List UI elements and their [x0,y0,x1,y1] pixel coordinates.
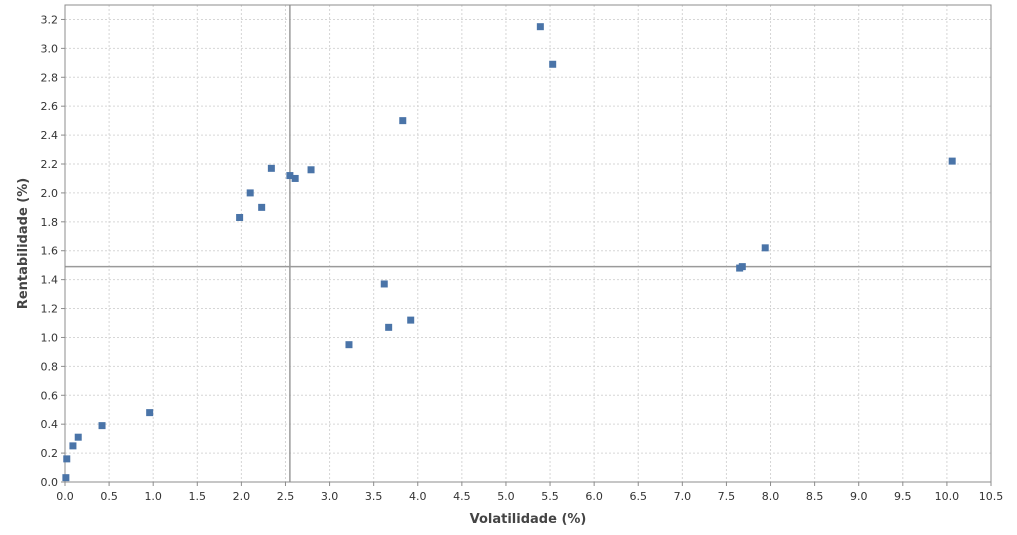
y-tick-label: 1.8 [41,216,59,229]
y-tick-label: 0.4 [41,418,59,431]
y-tick-label: 0.2 [41,447,59,460]
data-point [307,166,315,174]
y-tick-label: 2.0 [41,187,59,200]
y-tick-label: 2.6 [41,100,59,113]
data-point [62,474,70,482]
data-point [549,60,557,68]
data-points [62,23,956,482]
x-tick-label: 4.5 [453,490,471,503]
data-point [385,323,393,331]
data-point [236,213,244,221]
y-axis-title: Rentabilidade (%) [16,178,31,309]
x-tick-label: 5.5 [541,490,559,503]
x-tick-label: 7.0 [674,490,692,503]
y-tick-label: 0.8 [41,360,59,373]
data-point [291,174,299,182]
x-tick-label: 7.5 [718,490,736,503]
data-point [948,157,956,165]
x-tick-label: 3.5 [365,490,383,503]
data-point [258,203,266,211]
y-tick-label: 3.2 [41,13,59,26]
y-tick-label: 1.4 [41,274,59,287]
data-point [267,164,275,172]
data-point [407,316,415,324]
data-point [63,455,71,463]
data-point [286,172,294,180]
x-tick-label: 8.0 [762,490,780,503]
x-tick-label: 3.0 [321,490,339,503]
x-tick-label: 9.0 [850,490,868,503]
y-tick-label: 1.6 [41,245,59,258]
y-tick-label: 2.8 [41,71,59,84]
x-tick-label: 1.0 [144,490,162,503]
x-axis: 0.0 0.5 1.0 1.5 2.0 2.5 3.0 3.5 4.0 4.5 5.0 5.5 6.0 6… [56,482,1003,503]
data-point [98,422,106,430]
data-point [399,117,407,125]
y-tick-label: 2.4 [41,129,59,142]
y-tick-label: 1.0 [41,331,59,344]
x-tick-label: 10.0 [935,490,960,503]
y-tick-label: 2.2 [41,158,59,171]
x-tick-label: 4.0 [409,490,427,503]
y-tick-label: 3.0 [41,42,59,55]
reference-lines [65,5,991,482]
data-point [146,409,154,417]
grid [64,5,992,483]
data-point [738,263,746,271]
data-point [380,280,388,288]
x-tick-label: 1.5 [189,490,207,503]
plot-area [64,4,992,483]
y-axis: 0.0 0.2 0.4 0.6 0.8 1.0 1.2 1.4 1.6 1.8 2.0 2.2 2.4 2… [41,13,65,489]
x-tick-label: 6.0 [585,490,603,503]
x-tick-label: 6.5 [629,490,647,503]
x-tick-label: 9.5 [894,490,912,503]
data-point [761,244,769,252]
y-tick-label: 1.2 [41,303,59,316]
x-tick-label: 0.0 [56,490,74,503]
x-tick-label: 10.5 [979,490,1004,503]
x-tick-label: 2.0 [233,490,251,503]
data-point [345,341,353,349]
x-tick-label: 5.0 [497,490,515,503]
y-tick-label: 0.6 [41,389,59,402]
x-axis-title: Volatilidade (%) [470,512,587,527]
y-tick-label: 0.0 [41,476,59,489]
data-point [536,23,544,31]
x-tick-label: 2.5 [277,490,295,503]
data-point [69,442,77,450]
data-point [246,189,254,197]
data-point [74,433,82,441]
x-tick-label: 8.5 [806,490,824,503]
x-tick-label: 0.5 [100,490,118,503]
